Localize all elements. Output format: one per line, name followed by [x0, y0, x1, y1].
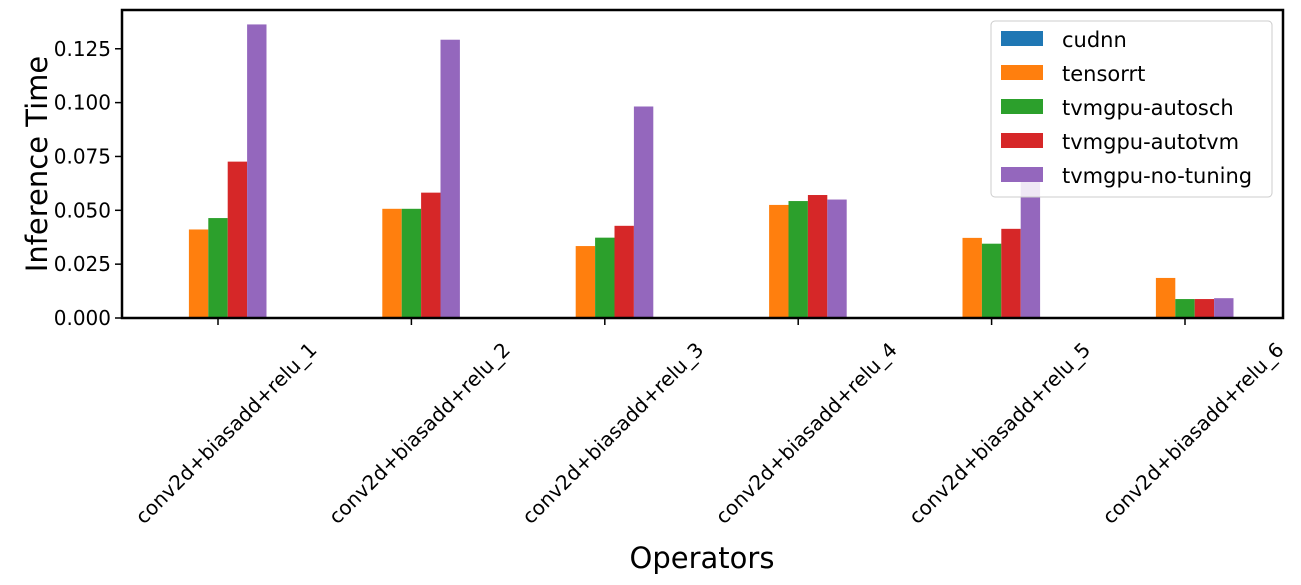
- y-tick-label: 0.125: [54, 37, 111, 61]
- y-axis-label: Inference Time: [20, 56, 54, 272]
- bar-tvmgpu-no-tuning-2: [440, 39, 460, 318]
- legend-swatch-cudnn: [1001, 31, 1043, 46]
- bar-tvmgpu-autotvm-4: [807, 195, 828, 318]
- x-tick-label: conv2d+biasadd+relu_5: [904, 338, 1095, 529]
- legend-entry-tvmgpu-autosch: tvmgpu-autosch: [1062, 96, 1234, 120]
- y-tick-label: 0.050: [54, 198, 111, 222]
- bar-tvmgpu-no-tuning-3: [633, 106, 654, 318]
- legend-entry-tensorrt: tensorrt: [1062, 62, 1145, 86]
- legend-frame: [990, 20, 1273, 198]
- legend-swatch-tvmgpu-autotvm: [1001, 133, 1043, 148]
- bars-layer: [188, 24, 1234, 319]
- bar-tvmgpu-no-tuning-1: [247, 24, 267, 319]
- x-tick-label: conv2d+biasadd+relu_3: [517, 338, 708, 529]
- bar-tvmgpu-autosch-1: [208, 218, 228, 318]
- legend-swatch-tvmgpu-autosch: [1001, 99, 1043, 114]
- bar-tvmgpu-no-tuning-6: [1214, 298, 1234, 318]
- bar-tensorrt-3: [575, 246, 596, 318]
- y-tick-label: 0.100: [54, 91, 111, 115]
- bar-tvmgpu-autosch-2: [401, 208, 422, 318]
- bar-tvmgpu-no-tuning-4: [827, 199, 847, 318]
- x-axis: conv2d+biasadd+relu_1 conv2d+biasadd+relu…: [130, 318, 1289, 529]
- bar-tvmgpu-no-tuning-5: [1020, 180, 1041, 318]
- bar-tvmgpu-autotvm-3: [614, 225, 634, 318]
- legend-entry-tvmgpu-no-tuning: tvmgpu-no-tuning: [1062, 164, 1252, 188]
- x-tick-label: conv2d+biasadd+relu_1: [130, 338, 321, 529]
- bar-tvmgpu-autosch-4: [788, 201, 808, 318]
- legend-swatch-tensorrt: [1001, 65, 1043, 80]
- bar-tensorrt-2: [382, 208, 402, 318]
- bar-tvmgpu-autotvm-2: [421, 192, 441, 318]
- legend-entry-cudnn: cudnn: [1062, 28, 1127, 52]
- bar-tensorrt-5: [962, 237, 982, 318]
- x-tick-label: conv2d+biasadd+relu_6: [1097, 338, 1288, 529]
- legend-entry-tvmgpu-autotvm: tvmgpu-autotvm: [1062, 130, 1239, 154]
- x-tick-label: conv2d+biasadd+relu_2: [324, 338, 515, 529]
- bar-tvmgpu-autosch-5: [981, 243, 1002, 318]
- y-tick-label: 0.025: [54, 252, 111, 276]
- y-tick-label: 0.075: [54, 144, 111, 168]
- x-axis-label: Operators: [630, 541, 775, 575]
- bar-tensorrt-4: [769, 204, 789, 318]
- bar-tvmgpu-autosch-3: [595, 237, 615, 318]
- bar-tvmgpu-autotvm-6: [1194, 299, 1215, 318]
- y-axis: 0.000 0.025 0.050 0.075 0.100 0.125: [54, 37, 122, 330]
- legend: cudnn tensorrt tvmgpu-autosch tvmgpu-autotv…: [990, 20, 1273, 198]
- bar-tvmgpu-autosch-6: [1175, 299, 1195, 318]
- bar-tvmgpu-autotvm-5: [1001, 228, 1021, 318]
- legend-swatch-tvmgpu-no-tuning: [1001, 167, 1043, 182]
- y-tick-label: 0.000: [54, 306, 111, 330]
- x-tick-label: conv2d+biasadd+relu_4: [711, 338, 902, 529]
- bar-tensorrt-6: [1155, 277, 1176, 318]
- bar-tvmgpu-autotvm-1: [227, 161, 248, 318]
- bar-tensorrt-1: [188, 229, 209, 318]
- plot-frame: [120, 8, 1285, 320]
